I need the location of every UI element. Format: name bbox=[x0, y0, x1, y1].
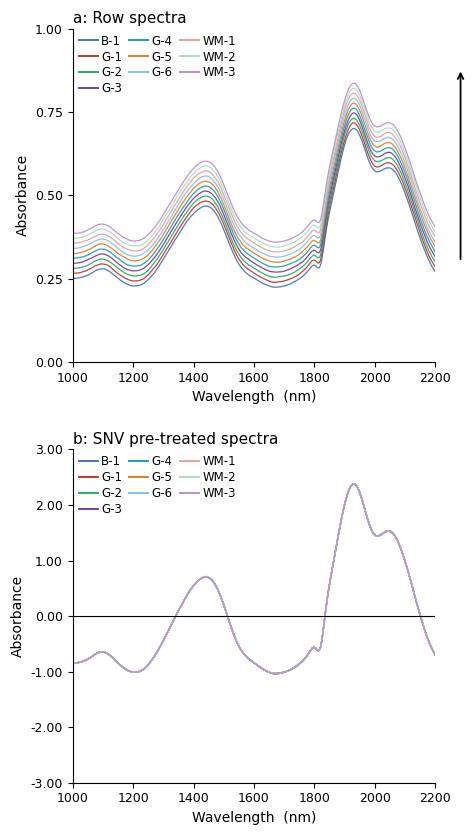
Text: b: SNV pre-treated spectra: b: SNV pre-treated spectra bbox=[73, 432, 278, 447]
Legend: B-1, G-1, G-2, G-3, G-4, G-5, G-6, WM-1, WM-2, WM-3: B-1, G-1, G-2, G-3, G-4, G-5, G-6, WM-1,… bbox=[76, 453, 238, 518]
Text: a: Row spectra: a: Row spectra bbox=[73, 11, 186, 26]
X-axis label: Wavelength  (nm): Wavelength (nm) bbox=[192, 811, 316, 825]
Legend: B-1, G-1, G-2, G-3, G-4, G-5, G-6, WM-1, WM-2, WM-3: B-1, G-1, G-2, G-3, G-4, G-5, G-6, WM-1,… bbox=[76, 33, 238, 98]
Y-axis label: Absorbance: Absorbance bbox=[11, 575, 25, 657]
X-axis label: Wavelength  (nm): Wavelength (nm) bbox=[192, 390, 316, 404]
Y-axis label: Absorbance: Absorbance bbox=[16, 154, 29, 237]
